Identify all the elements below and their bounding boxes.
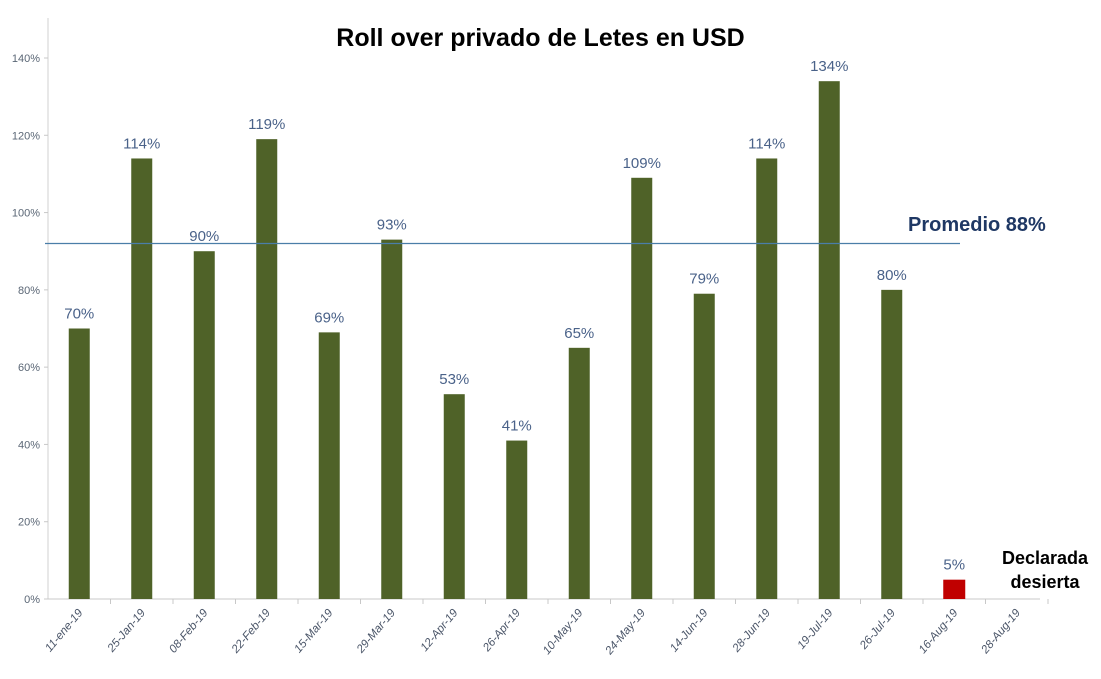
data-label: 79% xyxy=(689,271,719,288)
x-tick-label: 29-Mar-19 xyxy=(354,607,398,656)
y-tick-label: 40% xyxy=(18,439,40,451)
data-label: 109% xyxy=(623,155,661,172)
bar-29-Mar-19 xyxy=(381,239,403,599)
bar-14-Jun-19 xyxy=(693,293,715,599)
bar-12-Apr-19 xyxy=(443,394,465,599)
chart-title: Roll over privado de Letes en USD xyxy=(336,24,745,52)
y-tick-label: 140% xyxy=(12,53,40,65)
data-label: 5% xyxy=(943,557,965,574)
data-label: 80% xyxy=(877,267,907,284)
y-tick-label: 120% xyxy=(12,130,40,142)
y-tick-label: 60% xyxy=(18,362,40,374)
x-tick-label: 25-Jan-19 xyxy=(105,607,149,656)
bar-26-Apr-19 xyxy=(506,440,528,599)
x-tick-label: 26-Apr-19 xyxy=(480,607,523,655)
annotation-declarada-desierta: Declarada desierta xyxy=(1001,548,1089,592)
x-tick-label: 15-Mar-19 xyxy=(292,607,336,656)
y-tick-label: 20% xyxy=(18,517,40,529)
x-tick-label: 16-Aug-19 xyxy=(917,607,961,656)
y-tick-label: 0% xyxy=(24,594,40,606)
data-label: 65% xyxy=(564,325,594,342)
x-tick-label: 28-Jun-19 xyxy=(730,607,774,656)
data-label: 69% xyxy=(314,309,344,326)
data-label: 53% xyxy=(439,371,469,388)
x-tick-label: 12-Apr-19 xyxy=(419,607,461,654)
data-label: 70% xyxy=(64,306,94,323)
y-tick-label: 80% xyxy=(18,285,40,297)
bar-08-Feb-19 xyxy=(193,251,215,599)
data-label: 114% xyxy=(123,135,160,152)
bar-22-Feb-19 xyxy=(256,139,278,599)
y-tick-label: 100% xyxy=(12,208,40,220)
x-tick-label: 11-ene-19 xyxy=(43,607,86,655)
bar-11-ene-19 xyxy=(68,328,90,599)
data-label: 90% xyxy=(189,228,219,245)
x-tick-label: 26-Jul-19 xyxy=(857,607,898,653)
data-label: 119% xyxy=(248,116,285,133)
bar-28-Jun-19 xyxy=(756,158,778,599)
data-label: 114% xyxy=(748,135,785,152)
bar-10-May-19 xyxy=(568,347,590,599)
x-tick-label: 19-Jul-19 xyxy=(796,607,836,652)
x-tick-label: 22-Feb-19 xyxy=(229,607,273,657)
bar-19-Jul-19 xyxy=(818,81,840,599)
bar-26-Jul-19 xyxy=(881,289,903,599)
x-tick-label: 28-Aug-19 xyxy=(979,607,1024,657)
x-tick-label: 08-Feb-19 xyxy=(167,607,211,656)
bar-25-Jan-19 xyxy=(131,158,153,599)
x-tick-label: 14-Jun-19 xyxy=(668,607,711,655)
data-label: 41% xyxy=(502,418,532,435)
x-tick-label: 24-May-19 xyxy=(603,607,649,658)
data-label: 93% xyxy=(377,217,407,234)
bar-16-Aug-19 xyxy=(943,579,966,599)
average-label: Promedio 88% xyxy=(908,214,1046,236)
data-label: 134% xyxy=(810,58,848,75)
bar-24-May-19 xyxy=(631,177,653,600)
x-tick-label: 10-May-19 xyxy=(541,607,586,657)
bar-15-Mar-19 xyxy=(318,332,340,599)
